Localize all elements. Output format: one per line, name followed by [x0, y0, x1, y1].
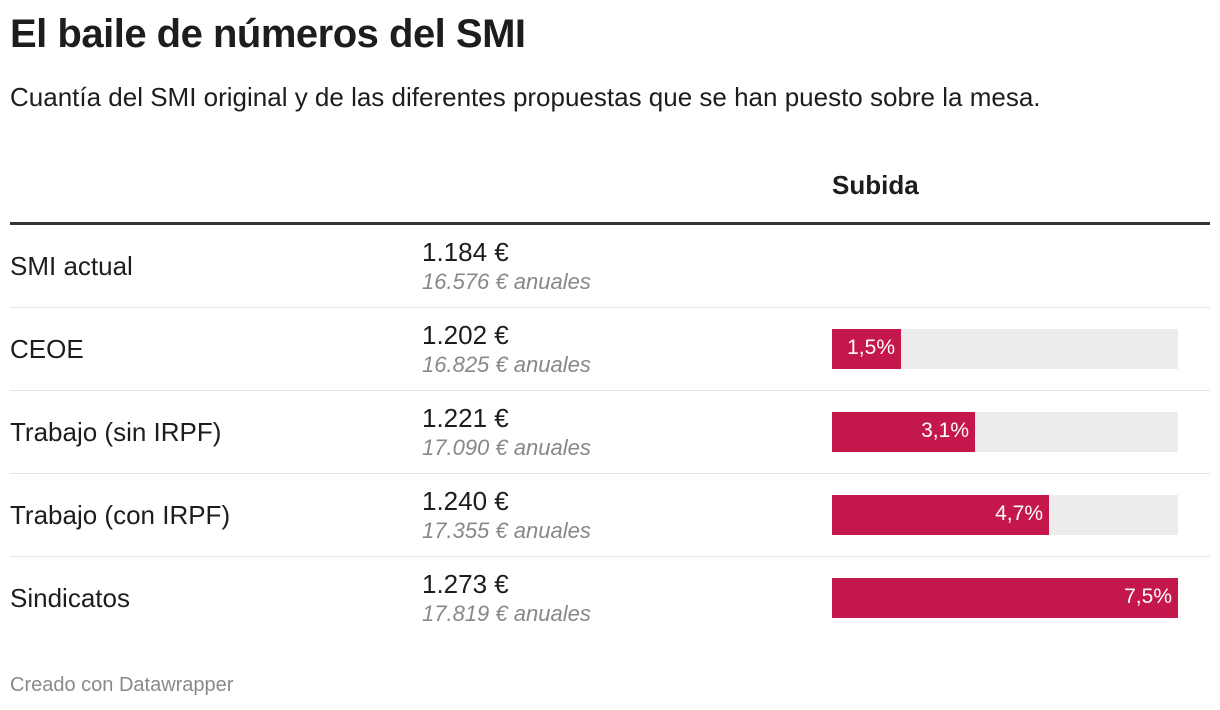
increase-bar: 7,5% — [832, 578, 1178, 618]
monthly-amount: 1.202 € — [422, 320, 509, 350]
chart-subtitle: Cuantía del SMI original y de las difere… — [10, 82, 1041, 112]
annual-amount: 16.576 € anuales — [422, 269, 591, 294]
increase-bar: 1,5% — [832, 329, 901, 369]
row-label: CEOE — [10, 334, 84, 364]
table-row: Sindicatos 1.273 €17.819 € anuales 7,5% — [10, 557, 1210, 639]
table-row: SMI actual 1.184 €16.576 € anuales — [10, 225, 1210, 308]
increase-value-label: 4,7% — [995, 502, 1043, 525]
table-row: Trabajo (con IRPF) 1.240 €17.355 € anuale… — [10, 474, 1210, 557]
increase-value-label: 1,5% — [847, 336, 895, 359]
increase-bar: 3,1% — [832, 412, 975, 452]
increase-bar: 4,7% — [832, 495, 1049, 535]
row-label: Trabajo (con IRPF) — [10, 500, 231, 530]
row-label: Trabajo (sin IRPF) — [10, 417, 222, 447]
increase-bar-track: 3,1% — [832, 412, 1178, 452]
increase-value-label: 7,5% — [1124, 585, 1172, 608]
column-header-increase: Subida — [832, 170, 919, 200]
annual-amount: 16.825 € anuales — [422, 352, 591, 377]
chart-title: El baile de números del SMI — [10, 12, 526, 56]
annual-amount: 17.355 € anuales — [422, 518, 591, 543]
monthly-amount: 1.184 € — [422, 237, 509, 267]
header-divider — [10, 222, 1210, 225]
increase-bar-track: 1,5% — [832, 329, 1178, 369]
credit-footer: Creado con Datawrapper — [10, 674, 234, 696]
monthly-amount: 1.240 € — [422, 486, 509, 516]
row-label: Sindicatos — [10, 583, 130, 613]
table-body: SMI actual 1.184 €16.576 € anuales CEOE 1.2… — [10, 225, 1210, 639]
increase-bar-track: 7,5% — [832, 578, 1178, 618]
increase-value-label: 3,1% — [921, 419, 969, 442]
annual-amount: 17.090 € anuales — [422, 435, 591, 460]
table-row: Trabajo (sin IRPF) 1.221 €17.090 € anuale… — [10, 391, 1210, 474]
table-row: CEOE 1.202 €16.825 € anuales 1,5% — [10, 308, 1210, 391]
monthly-amount: 1.221 € — [422, 403, 509, 433]
monthly-amount: 1.273 € — [422, 569, 509, 599]
increase-bar-track: 4,7% — [832, 495, 1178, 535]
annual-amount: 17.819 € anuales — [422, 601, 591, 626]
row-label: SMI actual — [10, 251, 133, 281]
